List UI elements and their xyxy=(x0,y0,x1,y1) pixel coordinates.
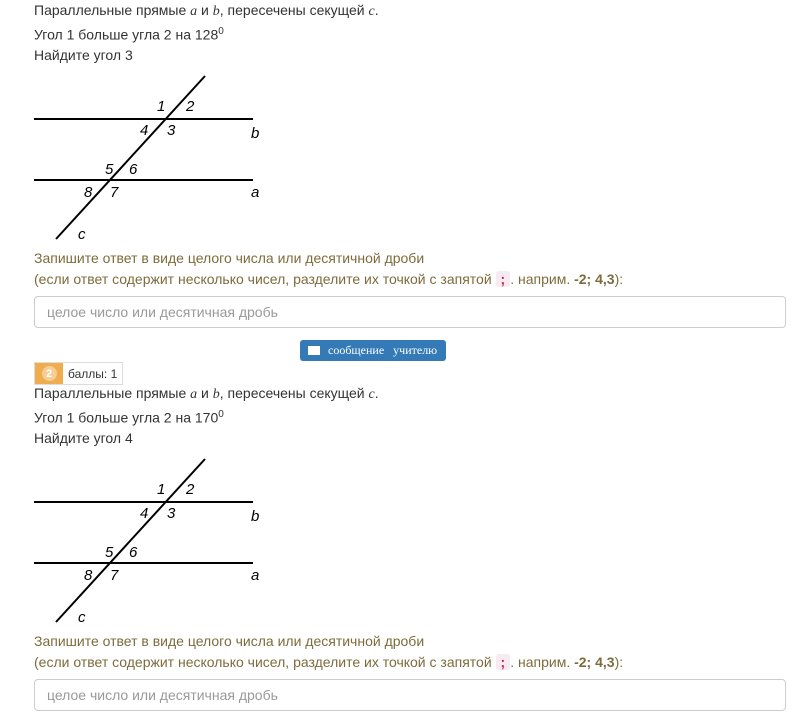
geometry-diagram: 1 2 4 3 b 5 6 8 7 a c xyxy=(34,74,259,243)
angle-label-5: 5 xyxy=(105,544,114,561)
angle-label-4: 4 xyxy=(140,122,148,139)
line-label-a: a xyxy=(251,184,259,201)
line-label-a: a xyxy=(251,567,259,584)
line-label-b: b xyxy=(251,508,259,525)
angle-label-1: 1 xyxy=(157,98,165,115)
answer-input-2[interactable] xyxy=(34,679,786,711)
problem-condition: Угол 1 больше угла 2 на 1700 xyxy=(34,409,224,426)
angle-label-2: 2 xyxy=(185,98,195,115)
angle-label-3: 3 xyxy=(167,122,176,139)
angle-label-3: 3 xyxy=(167,505,176,522)
angle-label-6: 6 xyxy=(129,544,138,561)
question-2: Параллельные прямые a и b, пересечены се… xyxy=(34,383,623,673)
line-label-b: b xyxy=(251,125,259,142)
angle-label-8: 8 xyxy=(84,567,93,584)
question-number: 2 xyxy=(41,366,57,381)
answer-instruction: Запишите ответ в виде целого числа или д… xyxy=(34,632,425,649)
angle-label-5: 5 xyxy=(105,161,114,178)
message-teacher-button[interactable]: сообщение учителю xyxy=(300,340,446,361)
geometry-diagram: 1 2 4 3 b 5 6 8 7 a c xyxy=(34,457,259,626)
answer-format-hint: (если ответ содержит несколько чисел, ра… xyxy=(34,270,624,287)
problem-condition: Угол 1 больше угла 2 на 1280 xyxy=(34,26,224,43)
problem-task: Найдите угол 3 xyxy=(34,46,133,63)
line-c xyxy=(55,74,206,240)
angle-label-7: 7 xyxy=(110,184,119,201)
problem-task: Найдите угол 4 xyxy=(34,429,133,446)
answer-format-hint: (если ответ содержит несколько чисел, ра… xyxy=(34,653,624,670)
angle-label-7: 7 xyxy=(110,567,119,584)
angle-label-2: 2 xyxy=(185,481,195,498)
points-label: баллы: 1 xyxy=(68,366,118,381)
angle-label-8: 8 xyxy=(84,184,93,201)
angle-label-1: 1 xyxy=(157,481,165,498)
angle-label-6: 6 xyxy=(129,161,138,178)
answer-instruction: Запишите ответ в виде целого числа или д… xyxy=(34,249,425,266)
points-badge: 2 баллы: 1 xyxy=(34,362,124,385)
answer-input-1[interactable] xyxy=(34,296,786,328)
line-label-c: c xyxy=(78,609,86,626)
angle-label-4: 4 xyxy=(140,505,148,522)
problem-statement: Параллельные прямые a и b, пересечены се… xyxy=(34,385,379,402)
line-c xyxy=(55,457,206,623)
speech-bubble-icon xyxy=(308,346,320,355)
line-label-c: c xyxy=(78,226,86,243)
question-1: Параллельные прямые a и b, пересечены се… xyxy=(34,0,623,290)
problem-statement: Параллельные прямые a и b, пересечены се… xyxy=(34,2,379,19)
